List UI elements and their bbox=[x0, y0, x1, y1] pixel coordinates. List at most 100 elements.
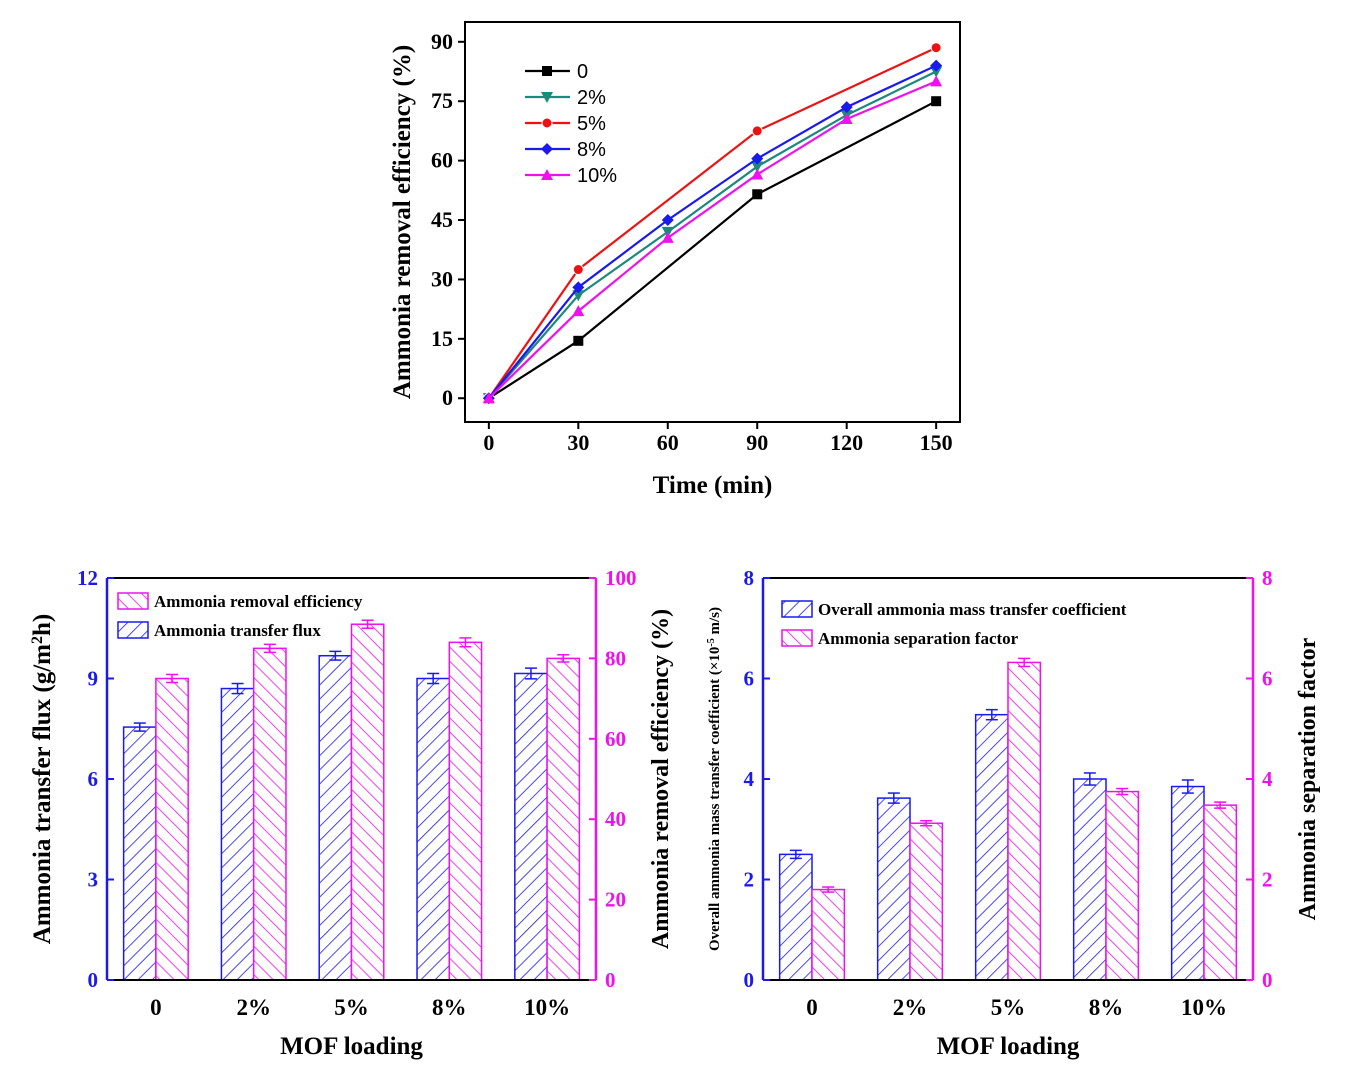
data-point bbox=[573, 335, 584, 346]
data-point bbox=[840, 101, 853, 114]
right-y-tick-label: 0 bbox=[1262, 968, 1273, 992]
left-y-axis-title: Ammonia transfer flux (g/m2h) bbox=[29, 614, 57, 944]
y-axis-title: Ammonia removal efficiency (%) bbox=[389, 45, 416, 399]
legend-marker bbox=[542, 66, 552, 76]
left-y-tick-label: 0 bbox=[88, 968, 99, 992]
bar bbox=[318, 654, 353, 981]
left-y-axis-title-sup: -5 bbox=[706, 638, 717, 646]
legend-marker bbox=[541, 143, 553, 155]
data-point bbox=[482, 392, 495, 404]
right-y-axis-title: Ammonia removal efficiency (%) bbox=[648, 609, 674, 949]
right-y-tick-label: 4 bbox=[1262, 767, 1273, 791]
x-tick-label: 120 bbox=[830, 430, 863, 455]
data-point bbox=[751, 125, 763, 137]
legend-label: 10% bbox=[577, 165, 617, 187]
legend-label: 2% bbox=[577, 87, 606, 109]
legend-label: 8% bbox=[577, 139, 606, 161]
right-y-tick-label: 100 bbox=[605, 566, 637, 590]
left-y-tick-label: 6 bbox=[88, 767, 99, 791]
legend-label: Overall ammonia mass transfer coefficien… bbox=[818, 600, 1127, 619]
data-point bbox=[930, 66, 943, 78]
left-y-tick-label: 8 bbox=[744, 566, 755, 590]
data-point bbox=[840, 113, 853, 125]
left-y-tick-label: 4 bbox=[744, 767, 755, 791]
data-point bbox=[572, 305, 585, 317]
data-point bbox=[751, 168, 764, 180]
series-line bbox=[487, 64, 937, 399]
bar bbox=[416, 677, 451, 981]
data-point bbox=[752, 189, 763, 200]
bar bbox=[155, 677, 189, 981]
bar bbox=[1170, 785, 1205, 981]
x-tick-label: 30 bbox=[567, 430, 589, 455]
legend-swatch bbox=[781, 629, 813, 647]
bar bbox=[514, 672, 548, 981]
data-point bbox=[751, 152, 764, 165]
bar-chart-flux-and-efficiency: 0 2% 5% 8% 10% 0 3 6 9 12 0 20 40 60 80 100 MOF loading A… bbox=[29, 566, 675, 1060]
bar bbox=[252, 647, 287, 981]
plot-frame bbox=[464, 21, 961, 423]
data-point bbox=[930, 75, 943, 87]
right-y-tick-label: 2 bbox=[1262, 868, 1273, 892]
right-y-axis-title: Ammonia separation factor bbox=[1295, 637, 1321, 920]
y-tick-label: 30 bbox=[431, 266, 453, 291]
bar bbox=[1105, 790, 1140, 981]
x-tick-label: 0 bbox=[483, 430, 494, 455]
legend-label: 0 bbox=[577, 61, 588, 83]
legend-label: 5% bbox=[577, 113, 606, 135]
data-point bbox=[572, 264, 584, 276]
right-y-tick-label: 20 bbox=[605, 888, 626, 912]
right-y-tick-label: 80 bbox=[605, 646, 626, 670]
data-point bbox=[931, 96, 942, 107]
left-y-tick-label: 3 bbox=[88, 868, 99, 892]
right-y-tick-label: 60 bbox=[605, 727, 626, 751]
bar bbox=[448, 641, 483, 981]
x-tick-label: 60 bbox=[657, 430, 679, 455]
data-point bbox=[930, 42, 942, 54]
legend-marker bbox=[541, 169, 553, 180]
data-point bbox=[572, 281, 585, 294]
data-point bbox=[572, 290, 585, 302]
bar bbox=[1072, 778, 1107, 981]
bar bbox=[876, 797, 911, 981]
x-tick-label: 5% bbox=[991, 995, 1026, 1020]
bar bbox=[122, 726, 157, 981]
legend-label: Ammonia separation factor bbox=[818, 629, 1019, 648]
left-y-axis-title-end: m/s) bbox=[707, 607, 723, 638]
bar bbox=[220, 687, 255, 981]
bar bbox=[974, 713, 1009, 981]
y-tick-label: 45 bbox=[431, 207, 453, 232]
x-tick-label: 0 bbox=[150, 995, 162, 1020]
bar bbox=[811, 888, 846, 981]
left-y-axis-title-end: h) bbox=[29, 614, 56, 636]
x-axis-title: Time (min) bbox=[653, 472, 773, 499]
legend-marker bbox=[541, 92, 553, 103]
x-tick-label: 0 bbox=[806, 995, 818, 1020]
x-axis-title: MOF loading bbox=[937, 1033, 1080, 1060]
legend-marker bbox=[541, 117, 553, 129]
x-tick-label: 10% bbox=[1181, 995, 1227, 1020]
left-y-axis-title-text: Overall ammonia mass transfer coefficien… bbox=[707, 647, 723, 951]
bar bbox=[1203, 804, 1238, 981]
x-tick-label: 8% bbox=[432, 995, 467, 1020]
legend-label: Ammonia removal efficiency bbox=[154, 592, 363, 611]
line-chart-removal-vs-time: 0 30 60 90 120 150 0 15 30 45 60 75 90 Time (min) Ammo… bbox=[389, 21, 961, 499]
legend-label: Ammonia transfer flux bbox=[154, 621, 321, 640]
left-y-tick-label: 2 bbox=[744, 868, 755, 892]
y-tick-label: 90 bbox=[431, 29, 453, 54]
legend-swatch bbox=[781, 600, 813, 618]
bar bbox=[350, 623, 385, 981]
y-tick-label: 75 bbox=[431, 88, 453, 113]
x-tick-label: 90 bbox=[746, 430, 768, 455]
x-tick-label: 8% bbox=[1089, 995, 1124, 1020]
x-tick-label: 150 bbox=[920, 430, 953, 455]
left-y-axis-title: Overall ammonia mass transfer coefficien… bbox=[706, 607, 724, 951]
data-point bbox=[661, 231, 674, 243]
x-tick-label: 10% bbox=[524, 995, 570, 1020]
y-tick-label: 60 bbox=[431, 148, 453, 173]
right-y-tick-label: 8 bbox=[1262, 566, 1273, 590]
right-y-tick-label: 6 bbox=[1262, 667, 1273, 691]
bar bbox=[1007, 661, 1042, 981]
x-tick-label: 5% bbox=[334, 995, 369, 1020]
